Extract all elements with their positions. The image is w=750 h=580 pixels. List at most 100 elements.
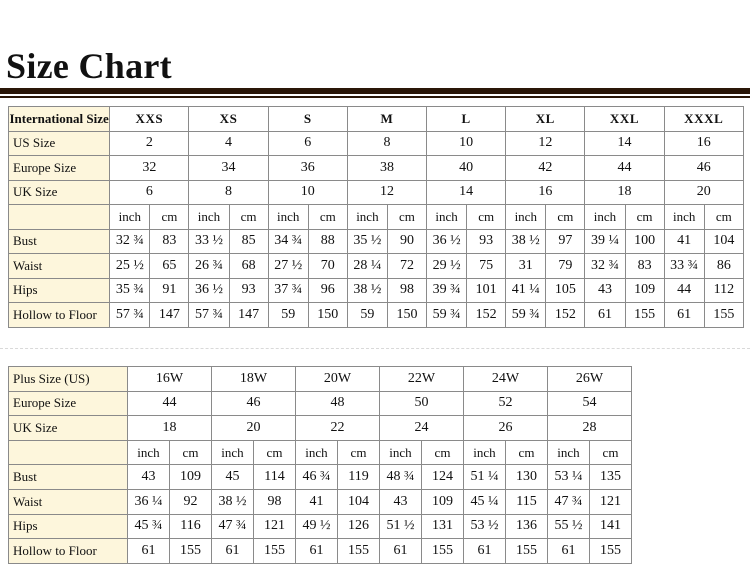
unit-inch: inch [295, 439, 338, 466]
hips-inch-value: 47 ¾ [211, 513, 254, 540]
bust-cm-value: 100 [624, 228, 665, 254]
hollow-cm-value: 150 [307, 302, 348, 328]
hips-inch-value: 37 ¾ [267, 277, 309, 303]
row-label: Waist [7, 253, 111, 279]
size-value: 10 [426, 130, 507, 156]
waist-cm-value: 72 [386, 253, 428, 279]
size-value: 20 [211, 415, 296, 441]
plus-size-header: 18W [211, 366, 296, 392]
unit-inch: inch [463, 439, 506, 466]
hollow-cm-value: 147 [149, 302, 190, 328]
size-value: 54 [547, 390, 632, 417]
hips-inch-value: 39 ¾ [426, 277, 468, 303]
size-header: XS [188, 106, 269, 132]
unit-cm: cm [466, 204, 507, 230]
waist-cm-value: 86 [703, 253, 745, 279]
unit-inch: inch [426, 204, 468, 230]
bust-cm-value: 93 [466, 228, 507, 254]
waist-cm-value: 109 [421, 488, 464, 515]
plus-uk-size-row: UK Size 18 20 22 24 26 28 [8, 415, 632, 441]
row-label: UK Size [8, 415, 128, 441]
size-value: 14 [584, 130, 665, 156]
hips-cm-value: 93 [228, 277, 269, 303]
size-header: L [426, 106, 507, 132]
row-label: Hollow to Floor [7, 302, 111, 328]
bust-inch-value: 51 ¼ [463, 464, 506, 490]
hollow-cm-value: 155 [253, 538, 296, 564]
bust-inch-value: 33 ½ [188, 228, 230, 254]
hollow-inch-value: 61 [463, 538, 506, 564]
size-value: 42 [505, 155, 586, 181]
hips-cm-value: 141 [589, 513, 632, 540]
plus-unit-row: inch cm inch cm inch cm inch cm inch cm … [8, 439, 632, 466]
hips-inch-value: 44 [663, 277, 705, 303]
hollow-cm-value: 147 [228, 302, 269, 328]
row-label: US Size [7, 130, 111, 156]
row-label: Bust [7, 228, 111, 254]
size-header: XXL [584, 106, 665, 132]
unit-inch: inch [346, 204, 388, 230]
unit-cm: cm [337, 439, 380, 466]
unit-inch: inch [547, 439, 590, 466]
waist-inch-value: 26 ¾ [188, 253, 230, 279]
size-value: 40 [426, 155, 507, 181]
hips-inch-value: 35 ¾ [109, 277, 151, 303]
waist-inch-value: 32 ¾ [584, 253, 626, 279]
hips-inch-value: 51 ½ [379, 513, 422, 540]
unit-cm: cm [307, 204, 348, 230]
size-value: 6 [109, 179, 190, 205]
hollow-inch-value: 59 [267, 302, 309, 328]
unit-cm: cm [253, 439, 296, 466]
size-value: 46 [663, 155, 745, 181]
size-value: 52 [463, 390, 548, 417]
plus-size-header: 26W [547, 366, 632, 392]
waist-row: Waist 25 ½ 65 26 ¾ 68 27 ½ 70 28 ¼ 72 29… [7, 253, 745, 279]
waist-inch-value: 36 ¼ [127, 488, 170, 515]
hips-inch-value: 53 ½ [463, 513, 506, 540]
size-value: 10 [267, 179, 348, 205]
size-value: 36 [267, 155, 348, 181]
hollow-inch-value: 59 ¾ [426, 302, 468, 328]
waist-inch-value: 28 ¼ [346, 253, 388, 279]
unit-cm: cm [421, 439, 464, 466]
bust-inch-value: 32 ¾ [109, 228, 151, 254]
hollow-cm-value: 155 [421, 538, 464, 564]
size-value: 24 [379, 415, 464, 441]
section-divider [0, 348, 750, 349]
hips-cm-value: 96 [307, 277, 348, 303]
hollow-cm-value: 155 [169, 538, 212, 564]
waist-inch-value: 38 ½ [211, 488, 254, 515]
hips-cm-value: 121 [253, 513, 296, 540]
plus-size-header: 20W [295, 366, 380, 392]
row-label: Bust [8, 464, 128, 490]
bust-inch-value: 39 ¼ [584, 228, 626, 254]
hollow-inch-value: 59 ¾ [505, 302, 547, 328]
plus-size-header: 24W [463, 366, 548, 392]
size-value: 12 [505, 130, 586, 156]
size-value: 14 [426, 179, 507, 205]
hollow-inch-value: 61 [584, 302, 626, 328]
bust-cm-value: 124 [421, 464, 464, 490]
hollow-inch-value: 57 ¾ [109, 302, 151, 328]
row-label: Hips [7, 277, 111, 303]
size-value: 38 [346, 155, 428, 181]
size-value: 44 [127, 390, 212, 417]
size-header: XL [505, 106, 586, 132]
bust-cm-value: 90 [386, 228, 428, 254]
waist-inch-value: 31 [505, 253, 547, 279]
bust-inch-value: 36 ½ [426, 228, 468, 254]
bust-row: Bust 32 ¾ 83 33 ½ 85 34 ¾ 88 35 ½ 90 36 … [7, 228, 745, 254]
waist-cm-value: 79 [545, 253, 586, 279]
hollow-inch-value: 61 [295, 538, 338, 564]
waist-cm-value: 98 [253, 488, 296, 515]
size-value: 32 [109, 155, 190, 181]
bust-inch-value: 41 [663, 228, 705, 254]
unit-row-label-blank [8, 439, 128, 466]
size-header: S [267, 106, 348, 132]
hips-cm-value: 112 [703, 277, 745, 303]
hips-row: Hips 35 ¾ 91 36 ½ 93 37 ¾ 96 38 ½ 98 39 … [7, 277, 745, 303]
hips-inch-value: 41 ¼ [505, 277, 547, 303]
hollow-cm-value: 155 [624, 302, 665, 328]
us-size-row: US Size 2 4 6 8 10 12 14 16 [7, 130, 745, 156]
waist-cm-value: 70 [307, 253, 348, 279]
